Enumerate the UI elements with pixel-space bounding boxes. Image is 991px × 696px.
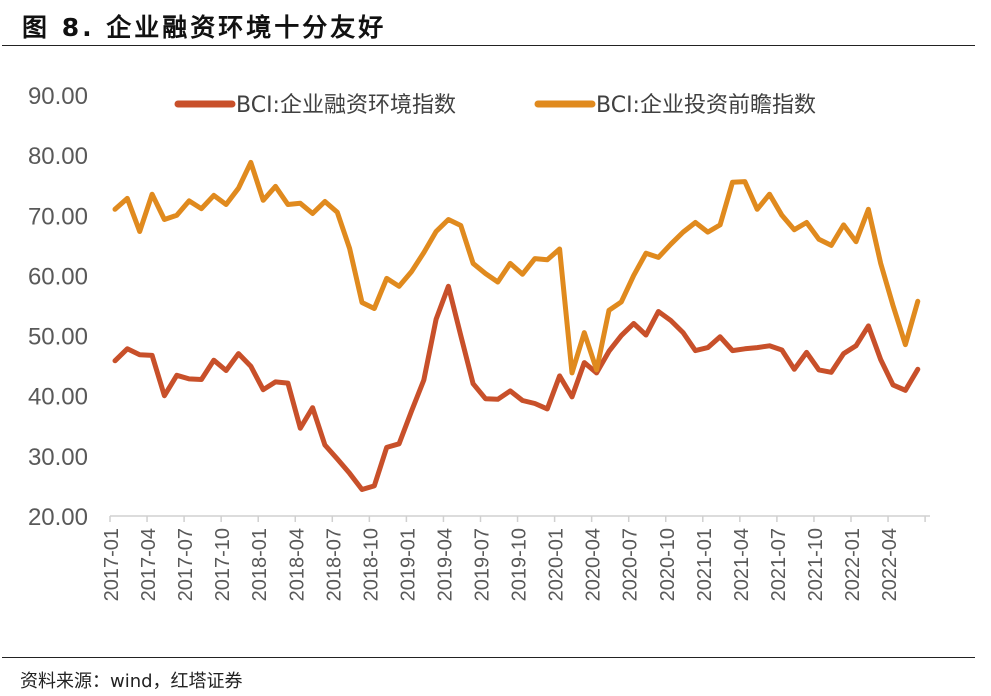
legend-label-financing-environment: BCI:企业融资环境指数 [236, 93, 456, 118]
x-tick-label: 2018-10 [360, 528, 382, 601]
x-tick-label: 2021-10 [805, 528, 827, 601]
y-tick-label: 20.00 [28, 504, 88, 531]
x-tick-label: 2019-04 [434, 528, 456, 601]
x-tick-label: 2019-07 [472, 528, 494, 601]
x-tick-label: 2021-01 [694, 528, 716, 601]
series-line-investment-outlook [112, 159, 921, 376]
y-axis: 20.00 30.00 40.00 50.00 60.00 70.00 80.00 90.00 [28, 83, 88, 531]
x-tick-label: 2017-10 [212, 528, 234, 601]
x-tick-label: 2021-04 [731, 528, 753, 601]
y-tick-label: 90.00 [28, 83, 88, 110]
x-tick-label: 2020-10 [657, 528, 679, 601]
y-tick-label: 80.00 [28, 143, 88, 170]
x-tick-label: 2018-01 [249, 528, 271, 601]
y-tick-label: 60.00 [28, 263, 88, 290]
y-tick-label: 70.00 [28, 203, 88, 230]
x-tick-label: 2017-04 [138, 528, 160, 601]
x-tick-label: 2022-04 [879, 528, 901, 601]
x-tick-label: 2020-07 [620, 528, 642, 601]
figure-title: 图 8. 企业融资环境十分友好 [22, 13, 387, 42]
x-tick-label: 2018-07 [323, 528, 345, 601]
x-tick-label: 2019-01 [397, 528, 419, 601]
x-tick-label: 2021-07 [768, 528, 790, 601]
series-line-financing-environment [112, 283, 921, 492]
x-tick-label: 2017-01 [101, 528, 123, 601]
legend: BCI:企业融资环境指数 BCI:企业投资前瞻指数 [174, 93, 816, 118]
bottom-divider [2, 657, 975, 658]
y-tick-label: 50.00 [28, 324, 88, 351]
y-tick-label: 30.00 [28, 444, 88, 471]
series-lines [112, 159, 921, 492]
x-tick-label: 2018-04 [286, 528, 308, 601]
x-tick-label: 2019-10 [509, 528, 531, 601]
source-note: 资料来源：wind，红塔证券 [20, 671, 243, 692]
top-divider [2, 45, 975, 46]
x-tick-label: 2020-04 [583, 528, 605, 601]
x-tick-label: 2017-07 [175, 528, 197, 601]
x-tick-label: 2020-01 [546, 528, 568, 601]
x-axis: 2017-01 2017-04 2017-07 2017-10 2018-01 2018-… [101, 515, 930, 601]
y-tick-label: 40.00 [28, 384, 88, 411]
legend-label-investment-outlook: BCI:企业投资前瞻指数 [596, 93, 816, 118]
x-tick-label: 2022-01 [842, 528, 864, 601]
